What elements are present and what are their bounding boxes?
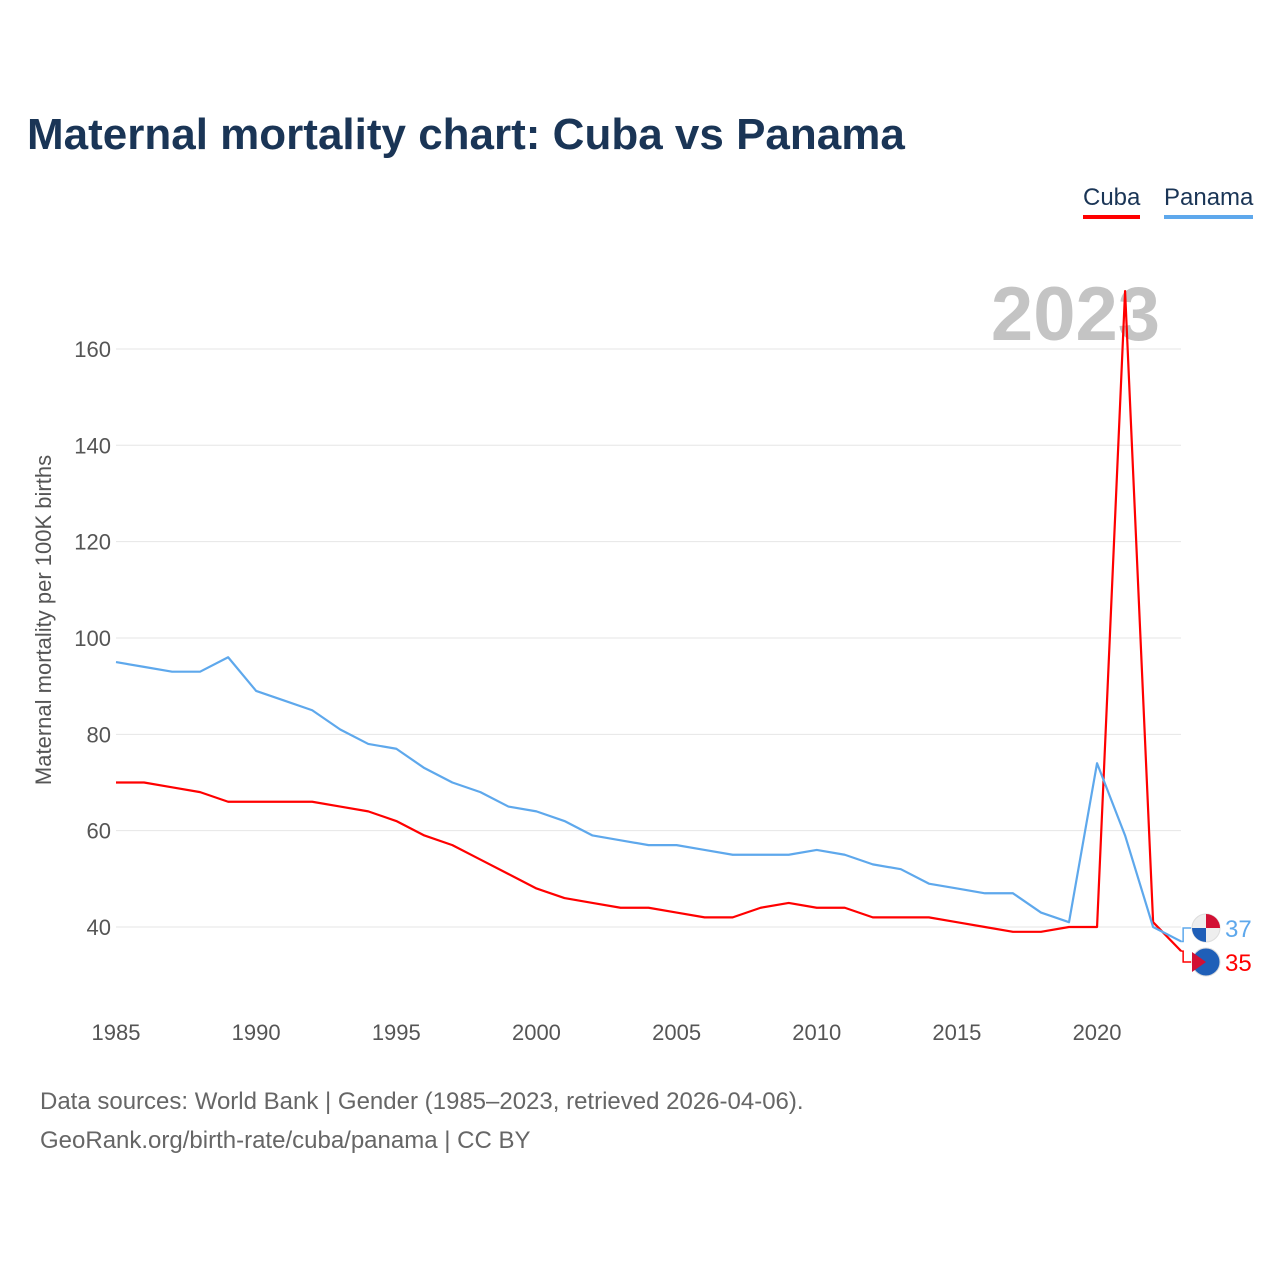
x-tick-label: 2000 (512, 1020, 561, 1045)
x-tick-label: 1990 (232, 1020, 281, 1045)
source-text: Data sources: World Bank | Gender (1985–… (40, 1088, 804, 1115)
series-line-panama (115, 656, 1182, 943)
series-line-cuba (116, 290, 1182, 952)
end-connector (1181, 950, 1192, 963)
y-axis-label: Maternal mortality per 100K births (31, 455, 56, 785)
y-tick-label: 120 (74, 530, 111, 555)
source-link[interactable]: GeoRank.org/birth-rate/cuba/panama | CC … (40, 1127, 531, 1154)
legend-panama[interactable]: Panama (1164, 184, 1254, 219)
x-tick-label: 1995 (372, 1020, 421, 1045)
end-value-label: 37 (1225, 916, 1252, 943)
y-tick-label: 140 (74, 433, 111, 458)
cuba-flag-triangle (1192, 952, 1206, 972)
x-tick-label: 2020 (1073, 1020, 1122, 1045)
x-tick-label: 1985 (92, 1020, 141, 1045)
x-tick-label: 2015 (932, 1020, 981, 1045)
y-tick-label: 100 (74, 626, 111, 651)
y-tick-label: 40 (87, 915, 111, 940)
year-watermark: 2023 (991, 272, 1160, 357)
y-tick-label: 160 (74, 337, 111, 362)
chart-title: Maternal mortality chart: Cuba vs Panama (27, 110, 905, 159)
legend-cuba[interactable]: Cuba (1083, 184, 1141, 219)
y-tick-label: 80 (87, 722, 111, 747)
y-tick-label: 60 (87, 819, 111, 844)
end-connector (1181, 927, 1192, 943)
panama-flag-quarter (1192, 928, 1206, 942)
panama-flag-quarter (1206, 914, 1220, 928)
x-tick-label: 2005 (652, 1020, 701, 1045)
x-tick-label: 2010 (792, 1020, 841, 1045)
end-value-label: 35 (1225, 950, 1252, 977)
